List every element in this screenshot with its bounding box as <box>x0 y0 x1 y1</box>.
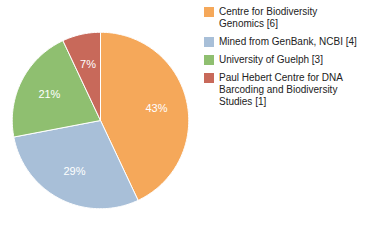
svg-text:43%: 43% <box>145 102 167 114</box>
svg-text:7%: 7% <box>80 58 96 70</box>
html-text:Centre for Biodiversity Genomi: Centre for Biodiversity Genomics [6] <box>219 6 318 29</box>
html-text:Paul Hebert Centre for DNA Bar: Paul Hebert Centre for DNA Barcoding and… <box>219 72 343 107</box>
svg-text:21%: 21% <box>38 88 60 100</box>
html-text:University of Guelph [3]: University of Guelph [3] <box>219 54 323 65</box>
svg-text:29%: 29% <box>63 165 85 177</box>
html-text:Mined from GenBank, NCBI [4]: Mined from GenBank, NCBI [4] <box>219 36 357 47</box>
